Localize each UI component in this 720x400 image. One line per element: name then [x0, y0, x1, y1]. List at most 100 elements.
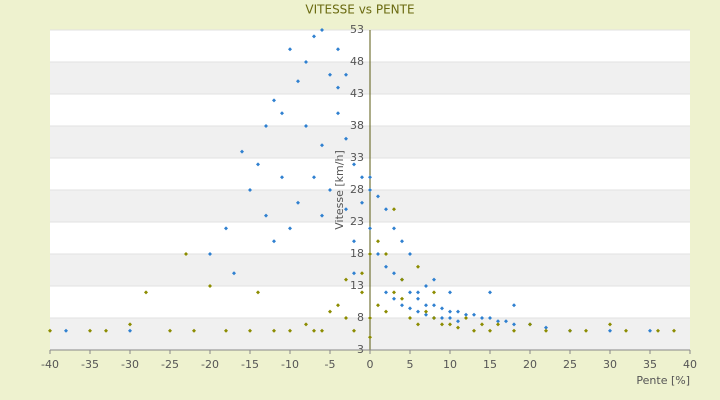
point [128, 328, 132, 333]
point [320, 328, 324, 333]
point [416, 290, 420, 295]
point [392, 207, 396, 212]
point [456, 309, 460, 314]
point [416, 264, 420, 269]
point [448, 290, 452, 295]
point [416, 296, 420, 301]
y-tick-label: 48 [350, 55, 364, 68]
point [168, 328, 172, 333]
point [464, 316, 468, 320]
point [456, 319, 460, 324]
point [624, 328, 628, 333]
point [328, 72, 332, 77]
point [408, 316, 412, 320]
x-tick-label: -35 [81, 358, 99, 371]
point [432, 316, 436, 320]
y-tick-label: 8 [357, 311, 364, 324]
point [352, 162, 356, 167]
point [432, 290, 436, 295]
x-tick-label: 10 [443, 358, 457, 371]
point [416, 309, 420, 314]
point [272, 98, 276, 103]
point [320, 143, 324, 148]
x-tick-label: 20 [523, 358, 537, 371]
point [232, 271, 236, 276]
point [344, 136, 348, 141]
point [144, 290, 148, 295]
point [360, 271, 364, 276]
point [320, 213, 324, 218]
point [264, 213, 268, 218]
point [288, 328, 292, 333]
point [392, 296, 396, 301]
y-tick-label: 33 [350, 151, 364, 164]
point [336, 47, 340, 52]
point [336, 111, 340, 116]
x-axis-title: Pente [%] [636, 374, 690, 387]
point [304, 124, 308, 128]
point [392, 271, 396, 276]
point [328, 188, 332, 192]
point [48, 328, 52, 333]
point [352, 271, 356, 276]
point [336, 303, 340, 308]
y-tick-label: 23 [350, 215, 364, 228]
point [344, 207, 348, 212]
point [248, 188, 252, 192]
point [472, 328, 476, 333]
point [584, 328, 588, 333]
point [312, 175, 316, 180]
point [256, 290, 260, 295]
point [496, 319, 500, 324]
point [424, 284, 428, 288]
x-tick-label: -25 [161, 358, 179, 371]
point [312, 34, 316, 39]
y-tick-label: 53 [350, 23, 364, 36]
point [464, 312, 468, 317]
point [368, 316, 372, 320]
point [432, 277, 436, 282]
x-tick-label: 35 [643, 358, 657, 371]
point [240, 149, 244, 154]
point [408, 306, 412, 311]
x-tick-label: 5 [407, 358, 414, 371]
x-tick-label: -10 [281, 358, 299, 371]
point [512, 322, 516, 327]
point [384, 290, 388, 295]
point [320, 28, 324, 32]
point [416, 322, 420, 327]
point [392, 226, 396, 231]
point [328, 309, 332, 314]
point [648, 328, 652, 333]
point [368, 335, 372, 340]
point [192, 328, 196, 333]
point [496, 322, 500, 327]
point [296, 79, 300, 84]
point [528, 322, 532, 327]
point [424, 312, 428, 317]
point [488, 328, 492, 333]
point [368, 175, 372, 180]
y-tick-label: 43 [350, 87, 364, 100]
point [400, 277, 404, 282]
y-tick-label: 13 [350, 279, 364, 292]
point [304, 322, 308, 327]
point [424, 303, 428, 308]
point [376, 239, 380, 244]
point [456, 325, 460, 330]
point [448, 316, 452, 320]
point [440, 316, 444, 320]
point [224, 328, 228, 333]
point [368, 226, 372, 231]
point [88, 328, 92, 333]
x-tick-label: -30 [121, 358, 139, 371]
point [400, 296, 404, 301]
point [384, 252, 388, 256]
point [272, 239, 276, 244]
point [656, 328, 660, 333]
point [184, 252, 188, 256]
point [408, 252, 412, 256]
point [480, 316, 484, 320]
point [384, 309, 388, 314]
